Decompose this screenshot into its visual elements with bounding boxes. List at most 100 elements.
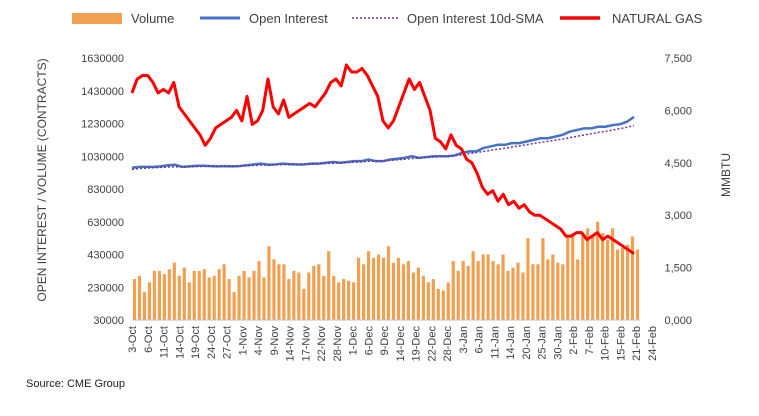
legend-volume-swatch xyxy=(72,13,122,24)
x-tick: 28-Dec xyxy=(442,326,454,362)
x-tick: 25-Jan xyxy=(537,326,549,360)
volume-bar xyxy=(227,279,231,320)
volume-bar xyxy=(357,257,361,320)
volume-bar xyxy=(192,270,196,321)
x-tick: 2-Feb xyxy=(568,326,580,355)
volume-bar xyxy=(586,228,590,320)
volume-bar xyxy=(366,251,371,320)
volume-bar xyxy=(401,264,406,320)
volume-bar xyxy=(625,244,630,320)
volume-bar xyxy=(591,236,595,320)
volume-bar xyxy=(596,221,600,320)
volume-bar xyxy=(277,264,281,320)
volume-bar xyxy=(352,282,356,320)
x-tick: 9-Dec xyxy=(379,326,391,356)
volume-bar xyxy=(287,279,291,320)
volume-bar xyxy=(601,233,605,320)
volume-bar xyxy=(272,259,276,320)
volume-bar xyxy=(481,254,485,320)
x-tick: 10-Feb xyxy=(600,326,612,361)
y-right-tick: 1,500 xyxy=(664,263,692,275)
y-left-tick: 1630000 xyxy=(81,53,124,65)
x-tick: 4-Nov xyxy=(253,326,265,356)
x-tick: 7-Feb xyxy=(584,326,596,355)
volume-bar xyxy=(506,270,510,321)
x-tick: 14-Jan xyxy=(505,326,517,360)
volume-bar xyxy=(327,251,331,320)
volume-bar xyxy=(257,261,261,320)
volume-bar xyxy=(416,267,420,320)
volume-bar xyxy=(371,257,376,320)
volume-bar xyxy=(337,282,341,320)
volume-bar xyxy=(267,246,271,320)
volume-bar xyxy=(207,277,211,320)
volume-bar xyxy=(162,274,166,320)
volume-bar xyxy=(611,228,615,320)
x-tick: 24-Feb xyxy=(647,326,659,361)
volume-bar xyxy=(282,264,286,320)
x-tick: 27-Oct xyxy=(222,326,234,359)
volume-bar xyxy=(426,282,430,320)
y-left-tick: 1230000 xyxy=(81,119,124,131)
y-right-tick: 4,500 xyxy=(664,158,692,170)
y-right-axis-title: MMBTU xyxy=(719,153,733,197)
volume-bar xyxy=(471,251,475,320)
volume-bar xyxy=(541,238,545,321)
x-tick: 6-Dec xyxy=(363,326,375,356)
volume-bar xyxy=(307,272,311,320)
legend-natural-gas-label: NATURAL GAS xyxy=(612,11,703,26)
volume-bar xyxy=(262,277,266,320)
x-tick: 6-Oct xyxy=(143,326,155,353)
volume-bar xyxy=(137,275,142,320)
source-note: Source: CME Group xyxy=(26,378,125,390)
volume-bar xyxy=(386,246,391,320)
volume-bar xyxy=(187,282,191,320)
x-tick: 1-Dec xyxy=(348,326,360,356)
volume-bar xyxy=(456,270,460,321)
y-right-tick: 6,000 xyxy=(664,105,692,117)
y-left-axis-title: OPEN INTEREST / VOLUME (CONTRACTS) xyxy=(35,58,49,301)
volume-bar xyxy=(237,275,241,320)
x-tick: 6-Jan xyxy=(474,326,486,354)
volume-bar xyxy=(536,264,540,320)
x-tick: 30-Jan xyxy=(552,326,564,360)
y-left-tick: 30000 xyxy=(93,315,124,327)
volume-bar xyxy=(247,277,251,320)
x-tick: 24-Oct xyxy=(206,326,218,359)
volume-bar xyxy=(581,234,585,320)
x-tick: 15-Feb xyxy=(615,326,627,361)
volume-bar xyxy=(177,275,181,320)
volume-bar xyxy=(157,270,161,321)
volume-bar xyxy=(182,267,186,320)
y-right-tick-labels: 7,500 6,000 4,500 3,000 1,500 0,000 xyxy=(664,53,692,327)
volume-bar xyxy=(347,280,351,320)
volume-bar xyxy=(212,275,216,320)
x-tick: 14-Nov xyxy=(285,326,297,362)
x-tick: 22-Nov xyxy=(316,326,328,362)
series-lines xyxy=(130,63,635,255)
volume-bar xyxy=(441,290,445,320)
volume-bar xyxy=(172,262,176,320)
y-left-tick: 1030000 xyxy=(81,151,124,163)
volume-bar xyxy=(197,270,201,321)
volume-bar xyxy=(167,269,171,320)
volume-bar xyxy=(332,275,336,320)
x-tick: 28-Nov xyxy=(332,326,344,362)
volume-bar xyxy=(142,292,147,320)
volume-bar xyxy=(496,264,500,320)
volume-bar xyxy=(312,265,316,320)
volume-bar xyxy=(232,292,236,320)
volume-bar xyxy=(551,254,555,320)
y-left-tick: 430000 xyxy=(87,250,124,262)
volume-bar xyxy=(501,254,505,320)
x-tick: 11-Jan xyxy=(489,326,501,359)
legend-open-interest-label: Open Interest xyxy=(249,11,328,26)
volume-bar xyxy=(317,264,321,320)
volume-bar xyxy=(292,270,296,321)
y-left-tick: 230000 xyxy=(87,282,124,294)
y-right-tick: 7,500 xyxy=(664,53,692,65)
x-tick: 19-Oct xyxy=(190,326,202,359)
volume-bar xyxy=(476,261,480,320)
volume-bar xyxy=(466,265,470,320)
